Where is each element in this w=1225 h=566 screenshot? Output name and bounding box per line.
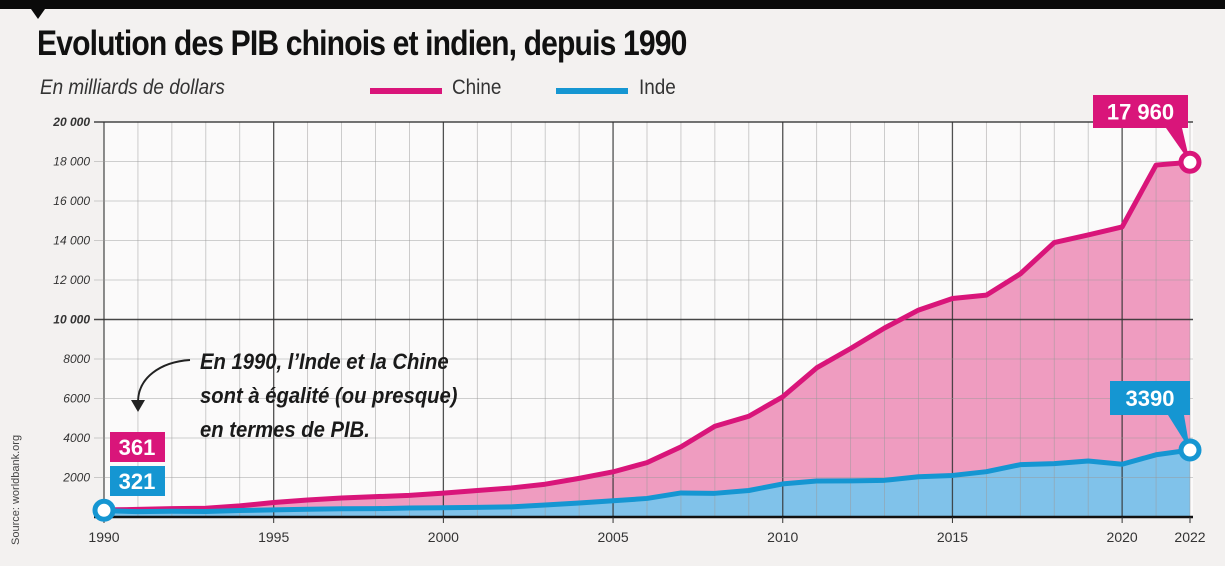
x-tick-label: 2022 [1174,529,1205,545]
triangle-marker-icon [31,9,45,19]
y-tick-label: 10 000 [53,313,90,327]
line-inde [103,447,1191,515]
data-label-india-end-box [1110,381,1190,415]
y-tick-label: 2000 [62,471,90,485]
legend-label-inde: Inde [639,76,676,99]
legend-swatch-inde [556,88,628,94]
y-tick-label: 4000 [63,431,90,445]
y-tick-label: 6000 [63,392,90,406]
data-label-china-start-box [110,432,165,462]
data-label-india-start: 321 [119,469,156,494]
legend-swatch-chine [370,88,442,94]
data-label-china-end-pointer [1166,128,1190,163]
data-label-china-end-box [1093,95,1188,128]
x-tick-label: 2010 [767,529,798,545]
end-marker-india [1178,438,1202,462]
line-chine [103,159,1191,513]
y-tick-label: 18 000 [53,155,90,169]
arrowhead-icon [131,400,145,412]
data-label-india-start-box [110,466,165,496]
data-label-china-start: 361 [119,435,156,460]
x-tick-label: 1990 [88,529,119,545]
y-tick-label: 8000 [63,352,90,366]
top-bar [0,0,1225,9]
legend-label-chine: Chine [452,76,502,99]
chart-subtitle: En milliards de dollars [40,76,225,99]
y-tick-label: 20 000 [52,115,90,129]
y-tick-label: 16 000 [53,194,90,208]
start-marker [92,498,116,522]
x-tick-label: 2015 [937,529,968,545]
x-tick-label: 1995 [258,529,289,545]
y-tick-label: 14 000 [53,234,90,248]
data-label-india-end: 3390 [1126,386,1175,411]
annotation-line: En 1990, l’Inde et la Chine [200,349,449,374]
chart-title: Evolution des PIB chinois et indien, dep… [37,24,687,63]
annotation-line: sont à égalité (ou presque) [200,383,458,408]
annotation-line: en termes de PIB. [200,417,370,442]
x-tick-label: 2000 [428,529,459,545]
data-label-china-end: 17 960 [1107,100,1174,125]
y-tick-label: 12 000 [53,273,90,287]
annotation: En 1990, l’Inde et la Chine sont à égali… [200,345,458,447]
annotation-arrow-icon [137,359,191,403]
x-tick-label: 2005 [597,529,628,545]
end-marker-china [1178,150,1202,174]
x-tick-label: 2020 [1107,529,1138,545]
